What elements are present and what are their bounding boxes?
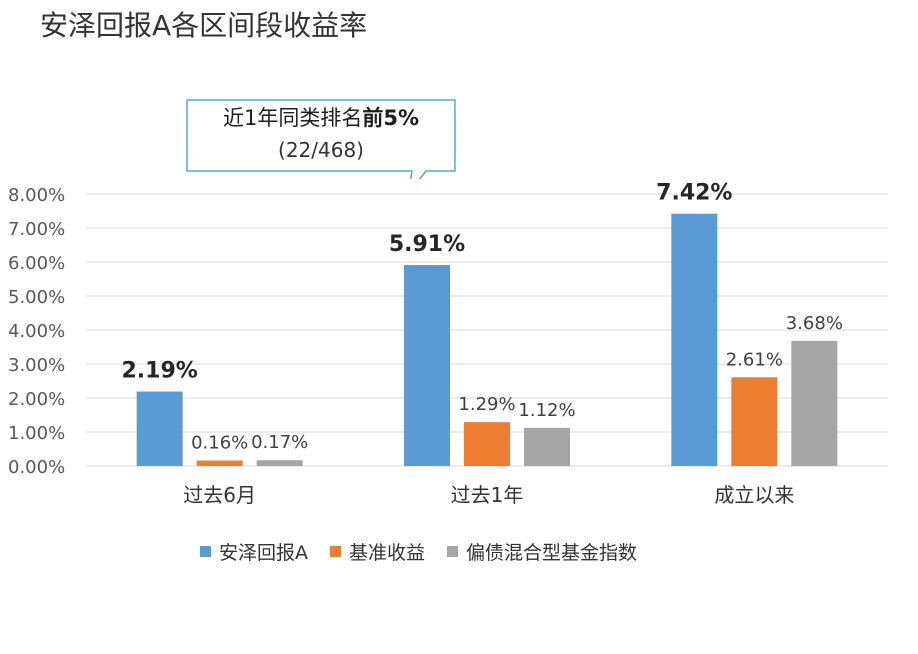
data-label: 7.42% bbox=[656, 181, 732, 206]
callout-line2: (22/468) bbox=[278, 138, 364, 162]
data-label: 0.16% bbox=[191, 433, 248, 454]
y-tick-label: 1.00% bbox=[8, 423, 65, 444]
legend-item-series-1: 安泽回报A bbox=[200, 538, 308, 565]
data-label: 2.19% bbox=[122, 359, 198, 384]
bar bbox=[404, 265, 450, 466]
bar bbox=[136, 391, 183, 466]
x-tick-label: 成立以来 bbox=[714, 483, 794, 507]
bar bbox=[256, 460, 303, 466]
bar bbox=[791, 340, 838, 466]
callout-line1: 近1年同类排名前5% bbox=[186, 103, 456, 133]
legend-label-series-2: 基准收益 bbox=[349, 542, 426, 564]
legend-item-series-3: 偏债混合型基金指数 bbox=[447, 538, 637, 565]
x-tick-label: 过去1年 bbox=[451, 483, 524, 507]
y-tick-label: 8.00% bbox=[8, 185, 65, 206]
callout-text: 近1年同类排名前5% (22/468) bbox=[186, 103, 456, 167]
bar bbox=[671, 213, 718, 466]
callout-bold: 前5% bbox=[362, 106, 420, 130]
y-tick-label: 2.00% bbox=[8, 389, 65, 410]
data-label: 2.61% bbox=[726, 349, 783, 370]
y-tick-label: 6.00% bbox=[8, 253, 65, 274]
bar bbox=[196, 460, 243, 466]
callout-box bbox=[186, 99, 456, 179]
callout-prefix: 近1年同类排名 bbox=[222, 106, 363, 130]
y-tick-label: 3.00% bbox=[8, 355, 65, 376]
x-tick-label: 过去6月 bbox=[183, 483, 256, 507]
y-tick-label: 0.00% bbox=[8, 457, 65, 478]
bar bbox=[731, 377, 778, 466]
data-label: 1.12% bbox=[518, 400, 575, 421]
data-label: 0.17% bbox=[251, 432, 308, 453]
legend-swatch-series-1 bbox=[200, 546, 211, 557]
data-label: 3.68% bbox=[786, 313, 843, 334]
chart-title: 安泽回报A各区间段收益率 bbox=[40, 9, 368, 42]
y-tick-label: 7.00% bbox=[8, 219, 65, 240]
legend-item-series-2: 基准收益 bbox=[330, 538, 425, 565]
legend: 安泽回报A 基准收益 偏债混合型基金指数 bbox=[200, 538, 637, 565]
legend-swatch-series-2 bbox=[330, 546, 341, 557]
bar bbox=[524, 427, 570, 466]
data-label: 1.29% bbox=[458, 394, 515, 415]
y-tick-label: 5.00% bbox=[8, 287, 65, 308]
data-label: 5.91% bbox=[389, 232, 465, 257]
bar bbox=[464, 422, 510, 466]
legend-label-series-3: 偏债混合型基金指数 bbox=[466, 542, 638, 564]
y-tick-label: 4.00% bbox=[8, 321, 65, 342]
legend-swatch-series-3 bbox=[447, 546, 459, 557]
legend-label-series-1: 安泽回报A bbox=[219, 542, 308, 564]
